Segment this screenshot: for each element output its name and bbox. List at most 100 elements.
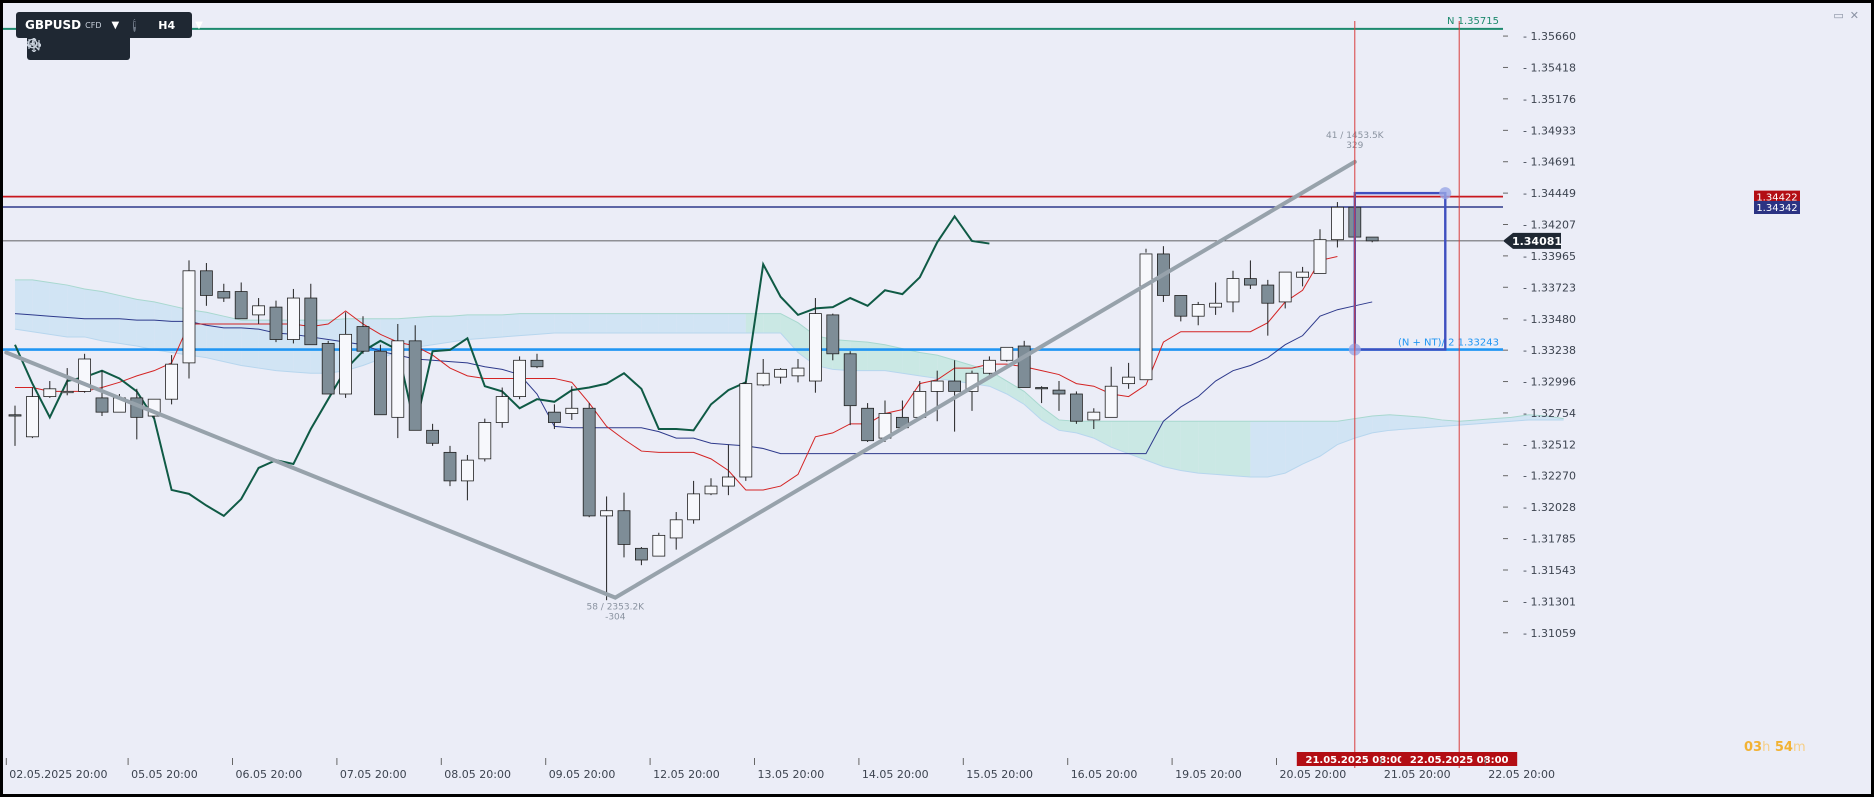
bull-candle [182,270,196,364]
bear-candle [1365,236,1379,242]
restore-icon[interactable]: ▭ [1833,9,1844,22]
cloud-segment [432,316,450,345]
close-icon[interactable]: ✕ [1849,9,1859,22]
cloud-segment [1006,381,1025,405]
bull-candle [930,380,944,392]
price-tag-text: 1.34422 [1756,193,1797,204]
crosshair-icon[interactable] [27,38,130,58]
box-handle [1439,187,1452,200]
y-tick-label: - 1.31301 [1523,595,1576,608]
bear-candle [443,451,457,482]
y-tick-label: - 1.32996 [1523,376,1576,389]
cloud-segment [537,313,555,335]
cloud-segment [1024,391,1042,420]
bull-candle [652,534,666,557]
bear-candle [217,291,231,299]
cloud-segment [1198,421,1216,475]
level-label-midline: (N + NT)/ 2 1.33243 [1398,338,1499,349]
cloud-segment [1389,414,1407,431]
bear-candle [1052,389,1066,395]
cloud-segment [241,320,259,369]
cloud-segment [1093,421,1112,448]
cloud-segment [937,355,955,382]
y-tick-label: - 1.35418 [1523,61,1576,74]
zoom-out-icon[interactable] [27,38,79,58]
bull-candle [1139,253,1153,381]
x-tick-label: 02.05.2025 20:00 [9,768,107,781]
bull-candle [704,485,718,495]
cloud-segment [693,313,711,334]
cloud-segment [1337,418,1355,445]
y-tick-label: - 1.33965 [1523,250,1576,263]
bear-candle [373,350,387,416]
cloud-segment [15,279,33,332]
cloud-segment [206,312,224,362]
chart-canvas[interactable]: N 1.35715 (N + NT)/ 2 1.33243 58 / 2353.2… [3,3,1871,794]
bull-candle [1122,376,1135,385]
y-tick-label: - 1.34207 [1523,219,1576,232]
cloud-segment [780,313,798,353]
cloud-segment [467,314,485,340]
cloud-segment [1320,421,1338,457]
cloud-segment [84,288,102,341]
x-tick-label: 21.05 20:00 [1384,768,1451,781]
bull-candle [43,388,57,397]
y-tick-label: - 1.35660 [1523,30,1576,43]
cloud-segment [1233,421,1251,478]
bear-candle [530,359,544,368]
bull-candle [756,372,770,386]
timeframe-dropdown-icon[interactable]: ▼ [195,19,203,31]
countdown-minutes: 54 [1774,740,1793,755]
bull-candle [809,313,822,382]
price-chart[interactable]: N 1.35715 (N + NT)/ 2 1.33243 58 / 2353.2… [3,3,1871,794]
y-tick-label: - 1.31059 [1523,627,1576,640]
cloud-segment [1041,406,1059,431]
x-tick-label: 05.05 20:00 [131,768,198,781]
x-tick-label: 08.05 20:00 [444,768,511,781]
cloud-segment [67,285,85,337]
bear-candle [1244,278,1257,286]
cloud-segment [119,295,137,347]
price-tag-text: 1.34342 [1756,203,1797,214]
bear-candle [635,547,648,561]
bull-candle [25,396,39,438]
y-tick-label: - 1.34933 [1523,124,1576,137]
bear-candle [408,340,422,431]
cloud-segment [502,313,520,337]
cloud-segment [1511,414,1529,422]
bull-candle [1087,411,1101,421]
cloud-span-b [14,328,1564,478]
time-tag-bg [1296,752,1413,766]
bull-candle [1226,278,1240,303]
zoom-in-icon[interactable] [27,38,105,58]
bear-candle [269,306,283,340]
symbol-dropdown-icon[interactable]: ▼ [111,19,120,31]
cloud-segment [32,279,50,335]
cloud-segment [728,313,746,334]
bear-candle [8,414,22,417]
bear-candle [356,326,370,352]
price-tag-high [1754,200,1800,214]
timeframe-label[interactable]: H4 [158,18,176,32]
symbol-panel: GBPUSD CFD ▼ i H4 ▼ [16,12,203,38]
zigzag-line [4,159,1357,600]
symbol-name[interactable]: GBPUSD [25,18,82,32]
bull-candle [60,391,74,394]
bull-candle [513,359,527,397]
bull-candle [252,305,266,316]
y-tick-label: - 1.33238 [1523,344,1576,357]
cloud-segment [1302,421,1320,465]
cloud-segment [902,348,920,376]
cloud-segment [1059,419,1077,433]
x-tick-label: 20.05 20:00 [1280,768,1347,781]
bull-candle [165,363,179,400]
bear-candle [321,343,335,395]
y-tick-label: - 1.34691 [1523,156,1576,169]
cloud-segment [606,313,624,334]
cloud-segment [1372,414,1390,433]
bull-candle [791,367,805,377]
bull-candle [339,333,353,395]
bull-candle [1191,304,1205,317]
info-icon[interactable]: i [133,18,137,32]
